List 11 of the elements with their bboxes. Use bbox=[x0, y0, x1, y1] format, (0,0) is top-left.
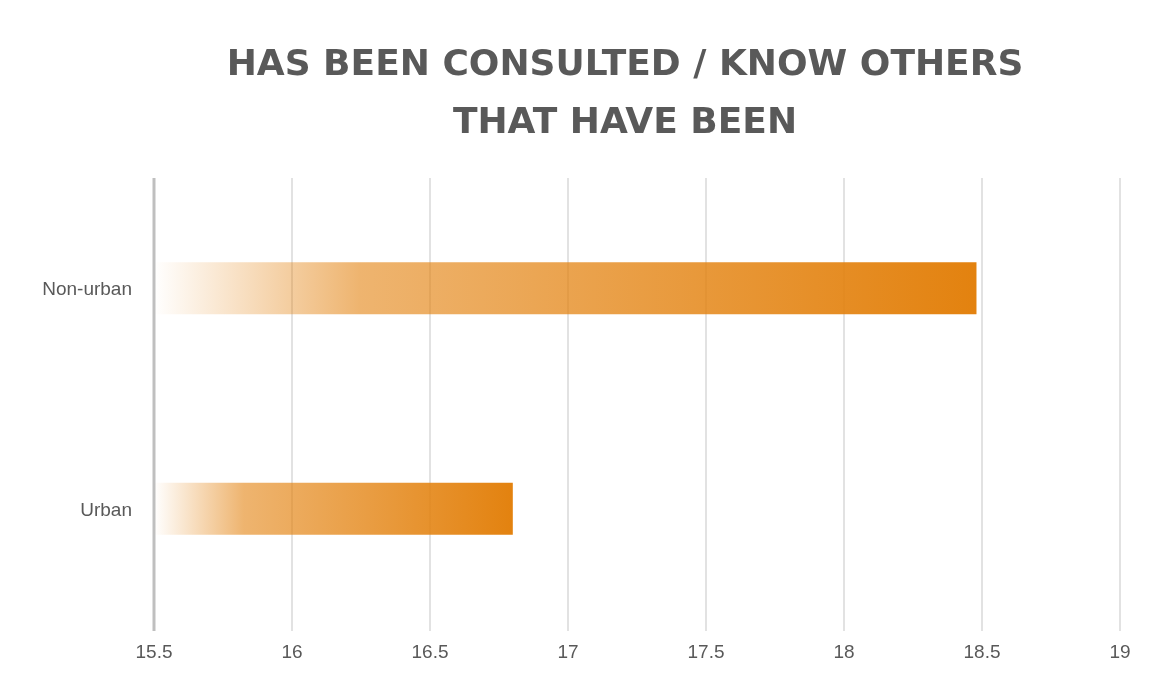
x-tick-label: 17 bbox=[557, 641, 579, 662]
y-tick-label: Urban bbox=[80, 498, 132, 520]
x-tick-label: 16 bbox=[281, 641, 303, 662]
x-tick-label: 18.5 bbox=[963, 641, 1001, 662]
x-tick-label: 15.5 bbox=[135, 641, 173, 662]
x-tick-label: 16.5 bbox=[411, 641, 449, 662]
x-tick-label: 19 bbox=[1109, 641, 1131, 662]
chart-title: HAS BEEN CONSULTED / KNOW OTHERS THAT HAVE BEEN bbox=[226, 42, 1024, 141]
y-tick-label: Non-urban bbox=[42, 278, 132, 300]
x-tick-label: 18 bbox=[833, 641, 855, 662]
x-tick-label: 17.5 bbox=[687, 641, 725, 662]
